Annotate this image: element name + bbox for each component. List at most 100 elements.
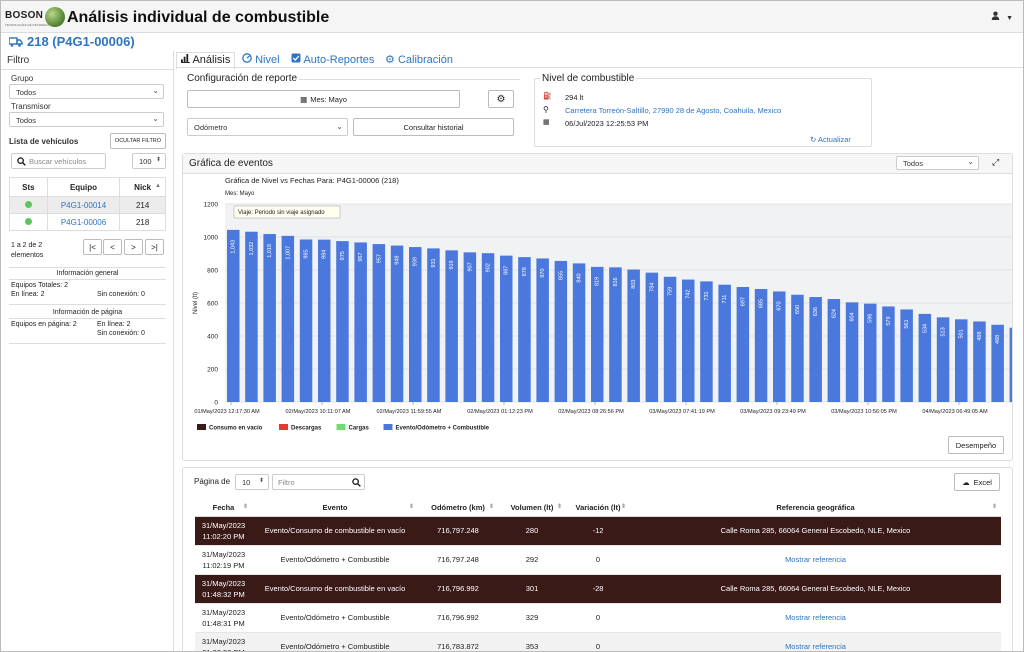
col-fecha-label: Fecha (212, 502, 235, 512)
event-row[interactable]: 31/May/2023 01:48:31 PM Evento/Odómetro + … (195, 603, 1001, 633)
divider (9, 279, 166, 280)
search-icon (17, 157, 26, 166)
equipo-link[interactable]: P4G1-00006 (60, 217, 107, 227)
page-size-select[interactable]: 100 ⬍ (132, 153, 166, 169)
fuel-level-bar (936, 317, 950, 402)
fuel-level-bar (918, 313, 932, 402)
divider (299, 79, 520, 80)
fuel-level-bar (518, 257, 531, 402)
fuel-address-link[interactable]: Carretera Torreón-Saltillo, 27990 28 de … (565, 106, 782, 115)
fuel-level-bar (591, 266, 604, 402)
first-page-button[interactable]: |< (83, 239, 102, 255)
map-marker-icon: ⚲ (543, 105, 549, 114)
month-button[interactable]: ▦ Mes: Mayo (187, 90, 460, 108)
fuel-pump-icon: ⛽ (543, 93, 552, 100)
fuel-level-bar (481, 253, 495, 402)
event-row[interactable]: 31/May/2023 11:02:20 PM Evento/Consumo de … (195, 516, 1001, 546)
settings-button[interactable]: ⚙ (488, 90, 514, 108)
fuel-level-bar (427, 248, 440, 402)
history-button[interactable]: Consultar historial (353, 118, 514, 136)
event-row[interactable]: 31/May/2023 01:48:32 PM Evento/Consumo de … (195, 574, 1001, 604)
show-reference-link[interactable]: Mostrar referencia (785, 613, 846, 622)
bar-value-label: 902 (486, 263, 492, 272)
col-nick[interactable]: Nick ▲ (119, 177, 166, 197)
bar-value-label: 501 (959, 329, 965, 338)
logo-text: BOSON (5, 10, 44, 21)
event-filter-select[interactable]: Todos ⌄ (896, 156, 979, 170)
equipo-link[interactable]: P4G1-00014 (60, 200, 107, 210)
col-sts[interactable]: Sts (9, 177, 48, 197)
next-page-button[interactable]: > (124, 239, 143, 255)
vehicle-row[interactable]: P4G1-00014 214 (9, 196, 166, 214)
group-select[interactable]: Todos ⌄ (9, 84, 164, 99)
vehicle-row[interactable]: P4G1-00006 218 (9, 213, 166, 231)
metric-select[interactable]: Odómetro ⌄ (187, 118, 348, 136)
col-odometro[interactable]: Odómetro (km) ⬍ (418, 499, 498, 517)
transmitter-select[interactable]: Todos ⌄ (9, 112, 164, 127)
bar-value-label: 488 (977, 331, 983, 340)
event-cell: Evento/Odómetro + Combustible (252, 632, 418, 651)
total-equipment: Equipos Totales: 2 (11, 282, 69, 289)
col-evento[interactable]: Evento ⬍ (252, 499, 418, 517)
vehicle-search-input[interactable]: Buscar vehículos (11, 153, 106, 169)
bar-chart-icon (181, 54, 190, 63)
nick-cell: 214 (119, 196, 166, 214)
fuel-level-bar (827, 299, 841, 402)
checkbox-icon (291, 53, 301, 63)
show-reference-link[interactable]: Mostrar referencia (785, 555, 846, 564)
variation-cell: 0 (566, 603, 630, 633)
tooltip-text: Viaje: Periodo sin viaje asignado (238, 210, 325, 216)
fuel-level-bar (973, 321, 986, 402)
event-cell: Evento/Consumo de combustible en vacío (252, 516, 418, 546)
bar-value-label: 931 (431, 258, 437, 267)
col-referencia[interactable]: Referencia geográfica ⬍ (630, 499, 1001, 517)
tab-divider (176, 67, 1023, 68)
bar-value-label: 939 (413, 257, 419, 266)
col-fecha[interactable]: Fecha ⬍ (195, 499, 252, 517)
fuel-level-bar (318, 239, 331, 402)
events-filter-input[interactable]: Filtro (272, 474, 365, 490)
divider (1, 69, 174, 70)
event-row[interactable]: 31/May/2023 01:28:50 PM Evento/Odómetro + … (195, 632, 1001, 651)
tab-analisis[interactable]: Análisis (176, 52, 236, 70)
refresh-link[interactable]: ↻ Actualizar (810, 135, 851, 144)
chevron-down-icon: ⌄ (152, 86, 159, 95)
bar-value-label: 907 (467, 262, 473, 271)
bar-value-label: 887 (504, 266, 510, 275)
bar-value-label: 534 (922, 324, 928, 333)
sort-icon: ⬍ (556, 504, 562, 510)
bar-value-label: 784 (649, 283, 655, 292)
fuel-level-bar (299, 239, 313, 402)
x-tick-label: 02/May/2023 11:59:55 AM (377, 409, 442, 415)
user-menu[interactable]: ▼ (991, 11, 1013, 23)
equipo-cell[interactable]: P4G1-00014 (46, 196, 121, 214)
tab-auto-reportes[interactable]: Auto-Reportes (291, 53, 374, 71)
legend-swatch (279, 424, 288, 430)
show-reference-link[interactable]: Mostrar referencia (785, 642, 846, 651)
events-page-size-select[interactable]: 10 ⬍ (235, 474, 269, 490)
excel-button[interactable]: ☁ Excel (954, 473, 1000, 491)
event-row[interactable]: 31/May/2023 11:02:19 PM Evento/Odómetro + … (195, 545, 1001, 575)
equipo-cell[interactable]: P4G1-00006 (46, 213, 121, 231)
last-page-button[interactable]: >| (145, 239, 164, 255)
prev-page-button[interactable]: < (103, 239, 122, 255)
col-evento-label: Evento (322, 502, 348, 512)
col-volumen[interactable]: Volumen (lt) ⬍ (498, 499, 566, 517)
tab-calibracion[interactable]: ⚙ Calibración (385, 53, 453, 71)
hide-filter-button[interactable]: OCULTAR FILTRO (110, 133, 166, 149)
tooltip-box (233, 205, 341, 219)
performance-button[interactable]: Desempeño (948, 436, 1004, 454)
expand-icon[interactable]: ⤢ (992, 157, 1000, 167)
bar-value-label: 840 (577, 273, 583, 282)
x-tick-label: 02/May/2023 10:11:07 AM (286, 409, 351, 415)
events-filter-placeholder: Filtro (278, 478, 295, 487)
vehicle-table: Sts Equipo Nick ▲ P4G1-00014 214 P4G1-000… (9, 177, 166, 231)
online-status-icon (24, 217, 32, 225)
reference-text: Calle Roma 285, 66064 General Escobedo, … (720, 584, 911, 593)
divider (9, 304, 166, 305)
sort-icon: ⬍ (620, 504, 626, 510)
col-variacion[interactable]: Variación (lt) ⬍ (566, 499, 630, 517)
col-equipo[interactable]: Equipo (46, 177, 121, 197)
event-date: 31/May/2023 (201, 549, 246, 559)
tab-nivel[interactable]: Nivel (242, 53, 280, 71)
